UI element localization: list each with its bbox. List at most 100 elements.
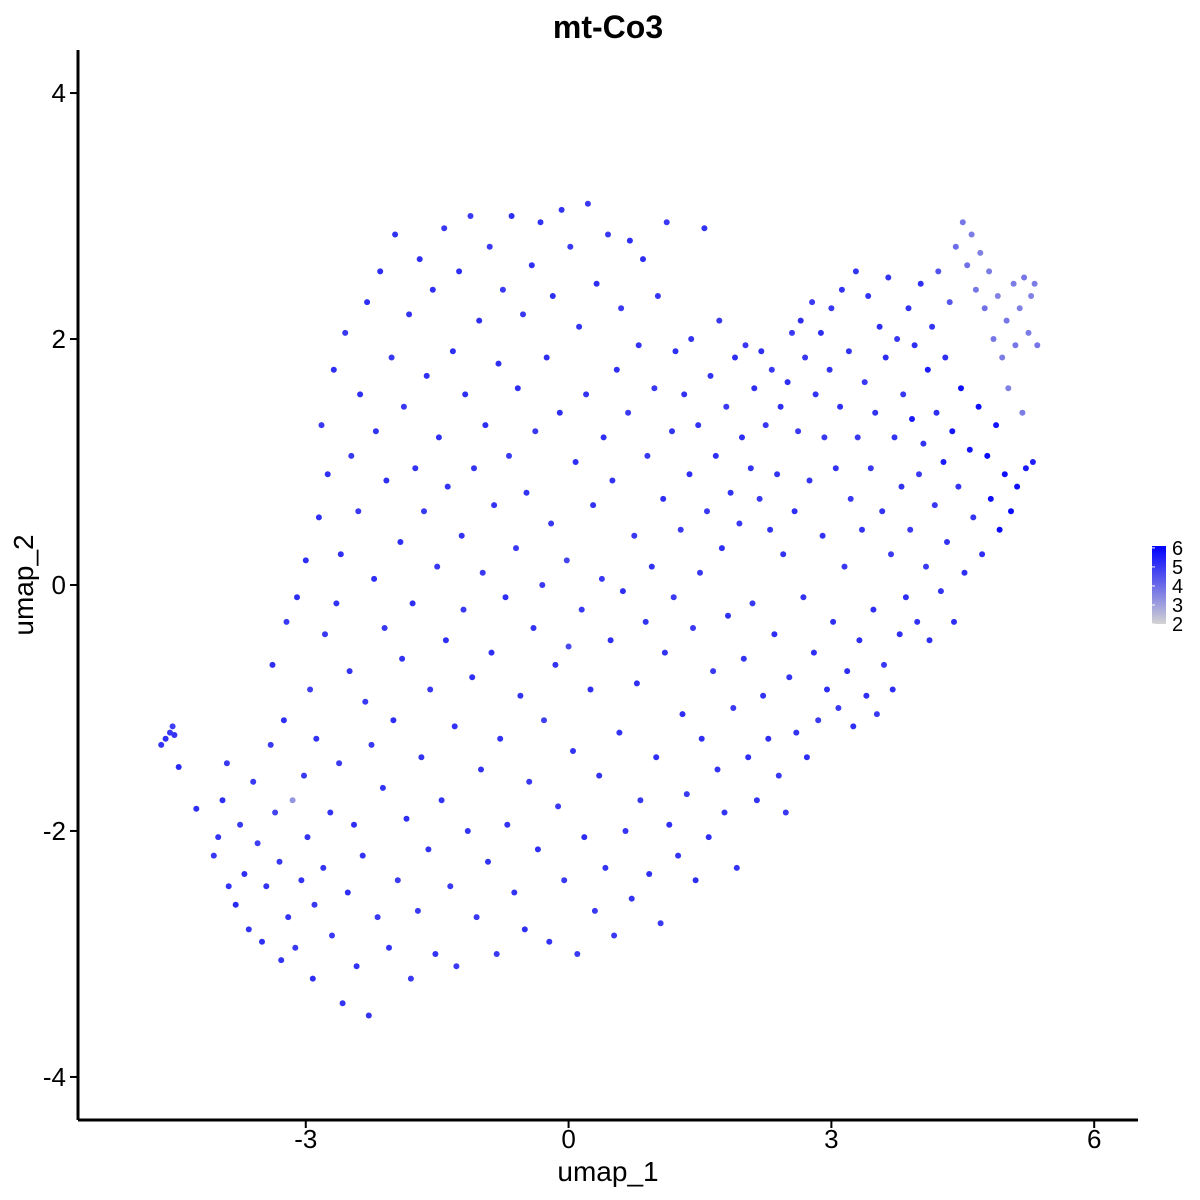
- data-point: [613, 366, 620, 373]
- data-point: [923, 563, 929, 570]
- data-point: [749, 600, 756, 607]
- data-point: [782, 809, 789, 816]
- data-point: [672, 348, 679, 355]
- data-point: [670, 594, 677, 601]
- data-point: [444, 483, 451, 490]
- data-point: [329, 932, 335, 939]
- data-point: [867, 465, 874, 472]
- data-point: [1010, 280, 1017, 287]
- y-tick-label: 2: [52, 324, 66, 354]
- data-point: [567, 243, 574, 250]
- data-point: [576, 323, 583, 330]
- data-point: [704, 508, 710, 515]
- data-point: [292, 944, 299, 951]
- data-point: [701, 225, 708, 232]
- chart-title: mt-Co3: [553, 9, 663, 45]
- data-point: [1016, 305, 1023, 312]
- colorbar-label: 6: [1172, 538, 1183, 560]
- data-point: [683, 791, 690, 798]
- data-point: [861, 379, 868, 386]
- data-point: [528, 262, 535, 269]
- data-point: [416, 256, 423, 263]
- data-point: [826, 366, 833, 373]
- x-tick-label: 6: [1087, 1124, 1101, 1154]
- data-point: [747, 465, 754, 472]
- data-point: [460, 606, 467, 613]
- data-point: [663, 219, 670, 226]
- data-point: [549, 293, 556, 299]
- data-point: [1008, 508, 1014, 515]
- data-point: [902, 594, 909, 601]
- data-point: [167, 729, 173, 736]
- data-point: [302, 557, 309, 564]
- data-point: [926, 637, 933, 644]
- data-point: [929, 323, 936, 330]
- y-tick-label: 0: [52, 570, 66, 600]
- data-point: [679, 711, 686, 718]
- colorbar-label: 2: [1172, 614, 1183, 636]
- data-point: [1029, 459, 1036, 465]
- data-point: [383, 477, 390, 484]
- data-point: [642, 618, 649, 625]
- data-point: [587, 686, 594, 693]
- data-point: [596, 772, 603, 779]
- data-point: [555, 803, 562, 810]
- data-point: [970, 514, 977, 521]
- data-point: [924, 366, 931, 373]
- data-point: [996, 526, 1003, 533]
- data-point: [791, 508, 798, 515]
- data-point: [414, 907, 421, 914]
- data-point: [994, 293, 1001, 299]
- data-point: [850, 723, 857, 730]
- data-point: [563, 557, 570, 564]
- data-point: [379, 784, 386, 791]
- data-point: [476, 317, 483, 324]
- x-tick-label: 3: [824, 1124, 838, 1154]
- data-point: [789, 329, 795, 336]
- data-point: [723, 403, 730, 410]
- data-point: [471, 465, 477, 472]
- data-point: [502, 594, 509, 601]
- data-point: [619, 588, 626, 595]
- data-point: [337, 551, 344, 558]
- data-point: [714, 766, 721, 773]
- data-point: [394, 877, 401, 884]
- data-point: [712, 452, 719, 459]
- data-point: [692, 877, 699, 884]
- data-point: [381, 625, 388, 631]
- data-point: [959, 219, 966, 226]
- data-point: [837, 403, 844, 410]
- data-point: [762, 422, 769, 429]
- data-point: [958, 385, 964, 392]
- data-point: [250, 778, 257, 785]
- data-point: [845, 348, 852, 355]
- data-point: [800, 594, 807, 601]
- data-point: [920, 440, 927, 447]
- data-point: [399, 655, 406, 662]
- data-point: [441, 225, 448, 232]
- data-point: [889, 686, 896, 693]
- data-point: [158, 741, 165, 748]
- data-point: [949, 428, 956, 435]
- data-point: [767, 526, 774, 533]
- data-point: [456, 268, 463, 275]
- data-point: [364, 299, 371, 306]
- data-point: [320, 864, 327, 871]
- data-point: [193, 805, 200, 812]
- data-point: [896, 631, 903, 638]
- x-tick-label: -3: [294, 1124, 317, 1154]
- data-point: [488, 649, 495, 656]
- data-point: [495, 360, 502, 367]
- data-point: [392, 231, 399, 238]
- data-point: [756, 495, 763, 502]
- data-point: [372, 428, 379, 435]
- data-point: [633, 680, 640, 687]
- data-point: [824, 686, 830, 693]
- data-point: [669, 428, 675, 435]
- data-point: [640, 256, 646, 263]
- data-point: [390, 717, 397, 724]
- data-point: [371, 575, 378, 582]
- data-point: [482, 422, 489, 429]
- data-point: [986, 268, 993, 275]
